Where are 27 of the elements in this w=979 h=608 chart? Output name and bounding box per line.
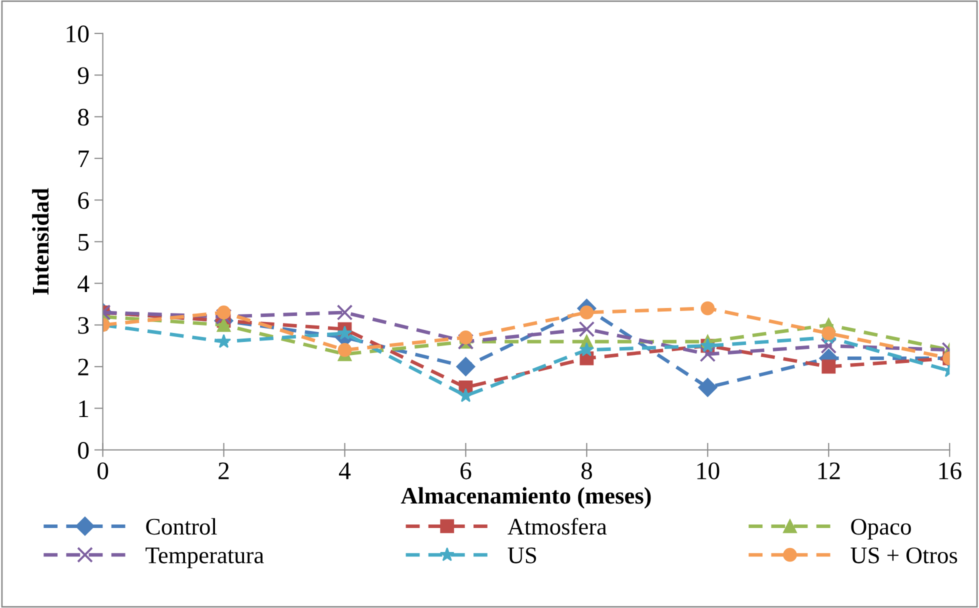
x-axis-title: Almacenamiento (meses) [400,487,651,509]
legend-label: Opaco [851,518,911,540]
y-tick-label: 10 [66,25,89,42]
x-tick-label: 16 [939,462,962,480]
x-tick-label: 0 [98,462,108,480]
x-tick-label: 12 [818,462,840,480]
legend-label: US + Otros [850,547,958,564]
legend-label: Temperatura [146,548,264,568]
legend-label: Atmosfera [508,518,607,535]
y-tick-label: 7 [78,150,89,168]
x-tick-label: 6 [460,462,472,480]
y-tick-label: 4 [78,276,90,292]
legend-label: Control [146,518,217,535]
x-tick-label: 2 [218,462,229,480]
y-tick-label: 3 [78,317,89,334]
y-tick-label: 0 [78,442,89,459]
y-tick-label: 6 [78,192,89,209]
y-tick-label: 8 [78,108,89,126]
y-tick-label: 5 [78,234,89,251]
legend-label: US [508,547,536,564]
y-tick-label: 1 [79,400,88,417]
y-tick-label: 2 [78,358,88,376]
y-tick-label: 9 [78,67,89,84]
y-axis-title: Intensidad [32,188,49,295]
x-tick-label: 10 [697,462,720,480]
x-tick-label: 8 [581,462,592,480]
x-tick-label: 4 [338,462,351,480]
